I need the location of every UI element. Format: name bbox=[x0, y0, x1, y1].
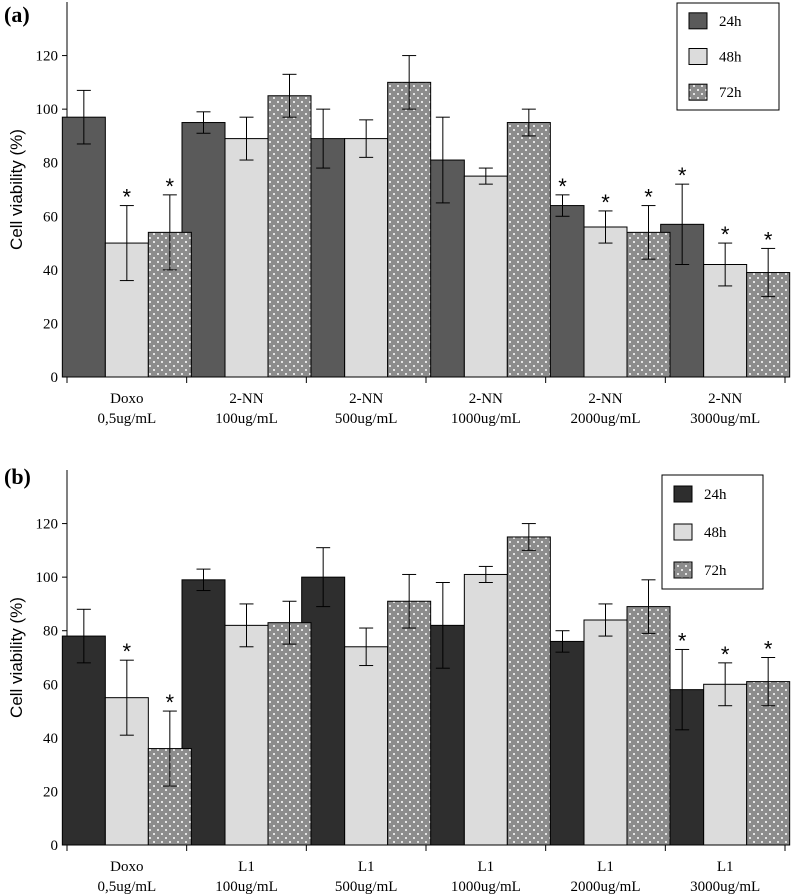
x-tick-label: L1 bbox=[358, 859, 375, 875]
significance-mark: * bbox=[764, 637, 773, 662]
significance-mark: * bbox=[558, 174, 567, 199]
x-tick-label: 2-NN bbox=[349, 391, 383, 407]
y-tick-label: 60 bbox=[43, 209, 58, 225]
y-tick-label: 0 bbox=[51, 838, 59, 854]
bar-48h bbox=[703, 683, 748, 846]
bar-48h bbox=[344, 646, 389, 846]
x-tick-label: 2-NN bbox=[469, 391, 503, 407]
bar-72h bbox=[267, 622, 312, 846]
significance-mark: * bbox=[721, 642, 730, 667]
legend-swatch-24h bbox=[688, 12, 708, 30]
significance-mark: * bbox=[678, 163, 687, 188]
legend-label-24h: 24h bbox=[719, 14, 742, 30]
x-tick-label: Doxo bbox=[110, 391, 143, 407]
significance-mark: * bbox=[166, 690, 175, 715]
x-tick-label: L1 bbox=[238, 859, 255, 875]
y-tick-label: 100 bbox=[36, 102, 59, 118]
x-tick-label: Doxo bbox=[110, 859, 143, 875]
bar-72h bbox=[626, 606, 671, 846]
legend-swatch-48h bbox=[688, 48, 708, 65]
y-tick-label: 20 bbox=[43, 316, 58, 332]
legend-swatch-72h bbox=[688, 83, 708, 101]
legend-swatch-72h bbox=[673, 561, 693, 579]
x-tick-label: 100ug/mL bbox=[215, 411, 278, 427]
significance-mark: * bbox=[721, 222, 730, 247]
x-tick-label: L1 bbox=[597, 859, 614, 875]
y-tick-label: 40 bbox=[43, 263, 58, 279]
x-tick-label: 3000ug/mL bbox=[690, 879, 760, 895]
bar-72h bbox=[506, 122, 551, 378]
significance-mark: * bbox=[644, 185, 653, 210]
bar-72h bbox=[387, 600, 432, 846]
bar-48h bbox=[463, 573, 508, 846]
x-tick-label: 0,5ug/mL bbox=[97, 411, 156, 427]
bar-24h bbox=[61, 635, 106, 846]
legend-label-48h: 48h bbox=[719, 50, 742, 66]
y-tick-label: 60 bbox=[43, 677, 58, 693]
panel-label: (a) bbox=[4, 2, 30, 27]
y-tick-label: 40 bbox=[43, 731, 58, 747]
significance-mark: * bbox=[166, 174, 175, 199]
x-tick-label: 3000ug/mL bbox=[690, 411, 760, 427]
bar-48h bbox=[344, 138, 389, 378]
bar-72h bbox=[746, 681, 791, 846]
bar-48h bbox=[224, 138, 269, 378]
x-tick-label: 2000ug/mL bbox=[571, 411, 641, 427]
significance-mark: * bbox=[678, 628, 687, 653]
legend-label-24h: 24h bbox=[704, 487, 727, 503]
y-tick-label: 0 bbox=[51, 370, 59, 386]
panel-label: (b) bbox=[4, 464, 31, 489]
significance-mark: * bbox=[601, 190, 610, 215]
significance-mark: * bbox=[123, 639, 132, 664]
y-tick-label: 120 bbox=[36, 517, 59, 533]
legend-label-72h: 72h bbox=[719, 85, 742, 101]
y-tick-label: 80 bbox=[43, 156, 58, 172]
x-tick-label: 0,5ug/mL bbox=[97, 879, 156, 895]
legend-swatch-48h bbox=[673, 523, 693, 541]
legend-swatch-24h bbox=[673, 485, 693, 503]
legend-label-72h: 72h bbox=[704, 563, 727, 579]
x-tick-label: 500ug/mL bbox=[335, 411, 398, 427]
x-tick-label: 100ug/mL bbox=[215, 879, 278, 895]
bar-72h bbox=[387, 81, 432, 378]
x-tick-label: L1 bbox=[477, 859, 494, 875]
bar-72h bbox=[506, 536, 551, 846]
chart-panel-a: (a) Cell viability (%) 0 20 40 60 80 100 120 Doxo… bbox=[4, 2, 791, 427]
bar-72h bbox=[626, 231, 671, 378]
y-tick-label: 120 bbox=[36, 49, 59, 65]
bar-48h bbox=[583, 619, 628, 846]
x-tick-label: 500ug/mL bbox=[335, 879, 398, 895]
x-tick-label: 2000ug/mL bbox=[571, 879, 641, 895]
y-tick-label: 80 bbox=[43, 624, 58, 640]
y-axis-title: Cell viability (%) bbox=[7, 129, 26, 250]
significance-mark: * bbox=[123, 185, 132, 210]
x-tick-label: 1000ug/mL bbox=[451, 879, 521, 895]
y-tick-label: 20 bbox=[43, 784, 58, 800]
chart-panel-b: (b) Cell viability (%) 0 20 40 60 80 100 120 Doxo… bbox=[4, 464, 791, 895]
x-tick-label: L1 bbox=[717, 859, 734, 875]
bar-48h bbox=[224, 624, 269, 846]
significance-mark: * bbox=[764, 227, 773, 252]
x-tick-label: 1000ug/mL bbox=[451, 411, 521, 427]
bar-72h bbox=[267, 95, 312, 378]
y-tick-label: 100 bbox=[36, 570, 59, 586]
x-tick-label: 2-NN bbox=[708, 391, 742, 407]
legend-label-48h: 48h bbox=[704, 525, 727, 541]
x-tick-label: 2-NN bbox=[588, 391, 622, 407]
bar-48h bbox=[583, 226, 628, 378]
x-tick-label: 2-NN bbox=[229, 391, 263, 407]
bar-48h bbox=[463, 175, 508, 378]
y-axis-title: Cell viability (%) bbox=[7, 597, 26, 718]
bar-24h bbox=[61, 116, 106, 378]
